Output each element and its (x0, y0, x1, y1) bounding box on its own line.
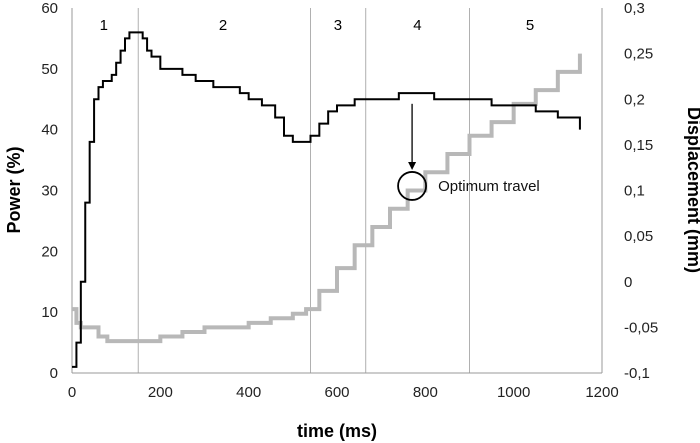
phase-label: 1 (100, 17, 108, 34)
x-tick-label: 600 (324, 384, 349, 401)
annotation-arrowhead (408, 161, 417, 170)
phase-label: 3 (334, 17, 342, 34)
x-tick-label: 1000 (497, 384, 530, 401)
data-series (72, 31, 582, 368)
y2-tick-label: -0,1 (624, 365, 650, 382)
x-tick-label: 800 (413, 384, 438, 401)
y2-tick-label: 0,1 (624, 183, 645, 200)
annotation-text: Optimum travel (438, 178, 540, 195)
y2-tick-label: 0,3 (624, 0, 645, 17)
axes (71, 8, 603, 374)
phase-boundaries (137, 8, 470, 373)
displacement-series-line (72, 53, 582, 344)
y-tick-label: 50 (41, 61, 58, 78)
phase-label: 5 (526, 17, 534, 34)
y2-axis-title: Displacement (mm) (684, 107, 700, 273)
x-tick-label: 400 (236, 384, 261, 401)
y2-tick-label: 0,2 (624, 91, 645, 108)
y-tick-label: 0 (50, 365, 58, 382)
y-tick-label: 20 (41, 243, 58, 260)
y2-tick-label: 0,15 (624, 137, 653, 154)
optimum-travel-annotation: Optimum travel (397, 103, 540, 201)
y-axis-title: Power (%) (4, 146, 24, 233)
x-axis-title: time (ms) (297, 421, 377, 441)
y2-tick-label: 0 (624, 274, 632, 291)
y-tick-label: 40 (41, 122, 58, 139)
x-tick-label: 200 (148, 384, 173, 401)
tick-labels: 0 200 400 600 800 1000 12000102030405060-0,1-0… (41, 0, 658, 401)
y2-tick-label: 0,05 (624, 228, 653, 245)
x-tick-label: 1200 (585, 384, 618, 401)
y-tick-label: 60 (41, 0, 58, 17)
phase-labels: 1 2 3 4 5 (100, 17, 535, 34)
annotation-circle (397, 171, 427, 201)
y2-tick-label: -0,05 (624, 319, 658, 336)
y2-tick-label: 0,25 (624, 46, 653, 63)
x-tick-label: 0 (68, 384, 76, 401)
y-tick-label: 10 (41, 304, 58, 321)
y-tick-label: 30 (41, 183, 58, 200)
phase-label: 2 (219, 17, 227, 34)
power-series-line (72, 31, 581, 368)
phase-label: 4 (413, 17, 421, 34)
